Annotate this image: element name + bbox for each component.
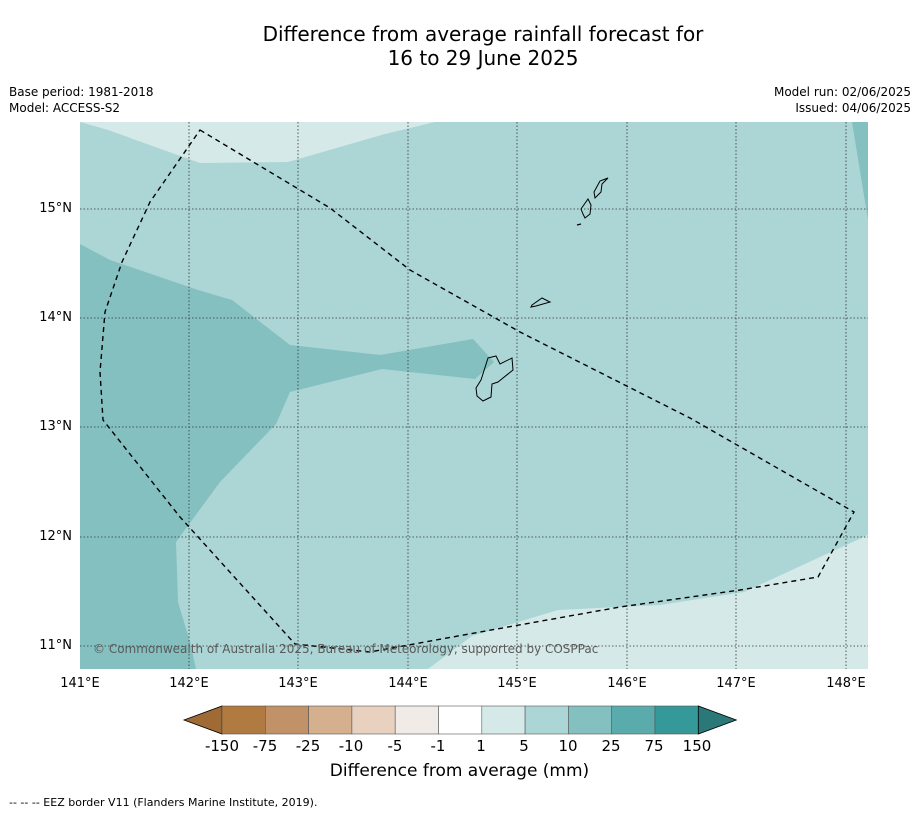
gridlines xyxy=(80,122,868,669)
colorbar-segment xyxy=(438,705,483,735)
lat-label-13: 13°N xyxy=(39,419,72,434)
lat-label-11: 11°N xyxy=(39,638,72,653)
cb-label-neg75: -75 xyxy=(252,737,278,755)
eez-legend-footer: -- -- -- EEZ border V11 (Flanders Marine… xyxy=(9,796,318,809)
title-line-2: 16 to 29 June 2025 xyxy=(387,46,579,70)
cb-label-25: 25 xyxy=(601,737,621,755)
base-period: Base period: 1981-2018 xyxy=(9,85,154,99)
colorbar-segment xyxy=(394,705,439,735)
lon-label-141: 141°E xyxy=(60,676,100,691)
colorbar-segment xyxy=(308,705,353,735)
colorbar-segment xyxy=(611,705,656,735)
cb-label-neg25: -25 xyxy=(295,737,321,755)
chart-title: Difference from average rainfall forecas… xyxy=(0,22,919,70)
band-1-5-southeast xyxy=(428,535,868,669)
aguijan-island xyxy=(576,223,582,226)
rota-island xyxy=(530,297,552,308)
lon-label-144: 144°E xyxy=(388,676,428,691)
lon-label-146: 146°E xyxy=(607,676,647,691)
colorbar-segment xyxy=(568,705,612,735)
tinian-island xyxy=(580,198,592,219)
cb-label-5: 5 xyxy=(519,737,529,755)
cb-label-neg1: -1 xyxy=(430,737,446,755)
lat-label-14: 14°N xyxy=(39,310,72,325)
lon-label-142: 142°E xyxy=(169,676,209,691)
cb-label-neg10: -10 xyxy=(338,737,364,755)
issued-date: Issued: 04/06/2025 xyxy=(795,101,911,115)
cb-label-150: 150 xyxy=(682,737,712,755)
colorbar-segment xyxy=(351,705,396,735)
colorbar-extend-low xyxy=(182,705,223,735)
cb-label-neg150: -150 xyxy=(204,737,240,755)
colorbar-segment xyxy=(221,705,266,735)
lon-label-145: 145°E xyxy=(497,676,537,691)
colorbar-segment xyxy=(481,705,526,735)
map-area xyxy=(80,122,868,669)
colorbar-segment xyxy=(654,705,699,735)
eez-border xyxy=(99,129,855,653)
colorbar xyxy=(182,705,738,735)
colorbar-extend-high xyxy=(697,705,738,735)
cb-label-75: 75 xyxy=(644,737,664,755)
lat-label-12: 12°N xyxy=(39,529,72,544)
colorbar-title: Difference from average (mm) xyxy=(329,761,590,781)
meta-right: Model run: 02/06/2025 Issued: 04/06/2025 xyxy=(774,84,911,116)
band-10-25-west xyxy=(80,244,494,669)
band-10-25-northeast xyxy=(852,122,868,220)
lon-label-143: 143°E xyxy=(278,676,318,691)
cb-label-1: 1 xyxy=(476,737,486,755)
lon-label-147: 147°E xyxy=(716,676,756,691)
band-1-5-north xyxy=(80,122,435,163)
map-svg xyxy=(80,122,868,669)
lat-label-15: 15°N xyxy=(39,201,72,216)
saipan-island xyxy=(593,177,609,200)
colorbar-segment xyxy=(265,705,309,735)
cb-label-neg5: -5 xyxy=(387,737,403,755)
meta-left: Base period: 1981-2018 Model: ACCESS-S2 xyxy=(9,84,154,116)
colorbar-segment xyxy=(524,705,569,735)
cb-label-10: 10 xyxy=(558,737,578,755)
lon-label-148: 148°E xyxy=(826,676,866,691)
model-name: Model: ACCESS-S2 xyxy=(9,101,121,115)
guam-island xyxy=(475,355,514,402)
title-line-1: Difference from average rainfall forecas… xyxy=(262,22,704,46)
copyright-text: © Commonwealth of Australia 2025, Bureau… xyxy=(93,642,599,656)
model-run: Model run: 02/06/2025 xyxy=(773,85,911,99)
